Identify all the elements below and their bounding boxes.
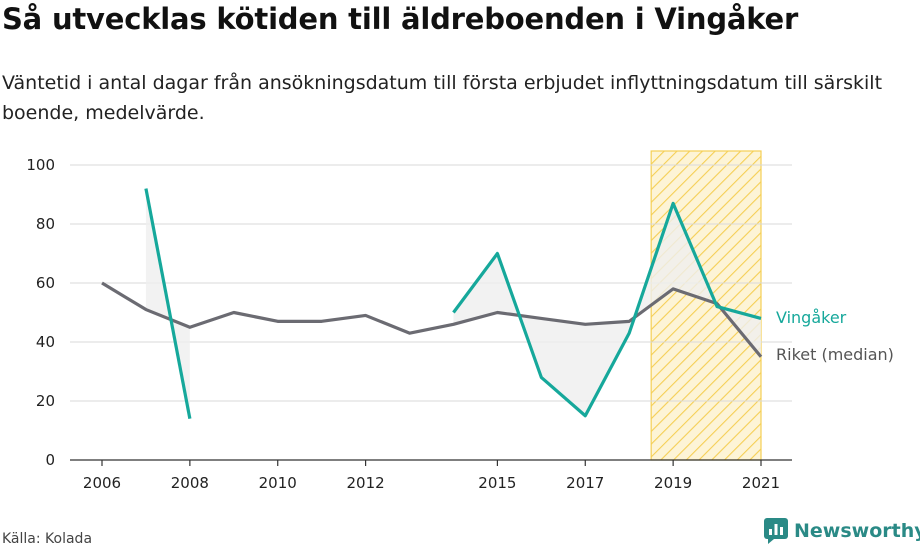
y-tick-label: 100 xyxy=(26,156,55,174)
source-note: Källa: Kolada xyxy=(2,531,93,547)
y-tick-label: 0 xyxy=(45,451,55,469)
y-tick-label: 80 xyxy=(36,215,55,233)
x-tick-label: 2015 xyxy=(478,474,516,492)
difference-area xyxy=(453,203,761,416)
riket-line xyxy=(101,281,763,358)
series-label-riket: Riket (median) xyxy=(776,345,894,364)
y-tick-label: 20 xyxy=(36,392,55,410)
vingaker-line xyxy=(452,201,762,418)
brand-name: Newsworthy xyxy=(794,520,920,542)
x-tick-label: 2010 xyxy=(259,474,297,492)
x-tick-label: 2008 xyxy=(171,474,209,492)
chart-title: Så utvecklas kötiden till äldreboenden i… xyxy=(2,2,799,36)
x-tick-label: 2006 xyxy=(83,474,121,492)
x-tick-label: 2012 xyxy=(347,474,385,492)
y-tick-label: 60 xyxy=(36,274,55,292)
newsworthy-logo: Newsworthy xyxy=(764,518,920,544)
highlight-band xyxy=(650,150,762,461)
series-label-vingaker: Vingåker xyxy=(776,308,847,327)
vingaker-line xyxy=(144,188,192,420)
x-tick-label: 2021 xyxy=(742,474,780,492)
x-tick-label: 2017 xyxy=(566,474,604,492)
x-tick-label: 2019 xyxy=(654,474,692,492)
newsworthy-icon xyxy=(764,518,788,544)
chart-subtitle: Väntetid i antal dagar från ansökningsda… xyxy=(2,72,883,124)
y-tick-label: 40 xyxy=(36,333,55,351)
